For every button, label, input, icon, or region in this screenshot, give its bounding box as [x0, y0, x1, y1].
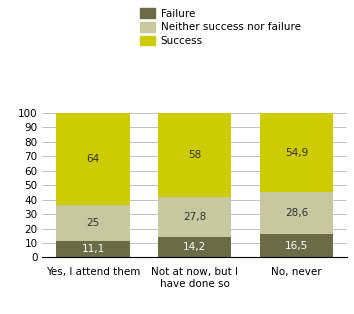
- Bar: [158, 237, 231, 257]
- Text: 58: 58: [188, 150, 201, 160]
- Text: 27,8: 27,8: [183, 212, 206, 222]
- Legend: Failure, Neither success nor failure, Success: Failure, Neither success nor failure, Su…: [140, 8, 301, 46]
- Text: 28,6: 28,6: [285, 208, 308, 218]
- Text: 11,1: 11,1: [81, 245, 104, 254]
- Bar: [56, 241, 130, 257]
- Bar: [56, 205, 130, 241]
- Bar: [260, 113, 333, 192]
- Text: 25: 25: [86, 219, 99, 228]
- Text: 54,9: 54,9: [285, 148, 308, 158]
- Bar: [56, 113, 130, 205]
- Bar: [158, 197, 231, 237]
- Text: 14,2: 14,2: [183, 242, 206, 252]
- Text: 16,5: 16,5: [285, 241, 308, 251]
- Bar: [260, 234, 333, 257]
- Bar: [158, 113, 231, 197]
- Text: 64: 64: [86, 154, 99, 164]
- Bar: [260, 192, 333, 234]
